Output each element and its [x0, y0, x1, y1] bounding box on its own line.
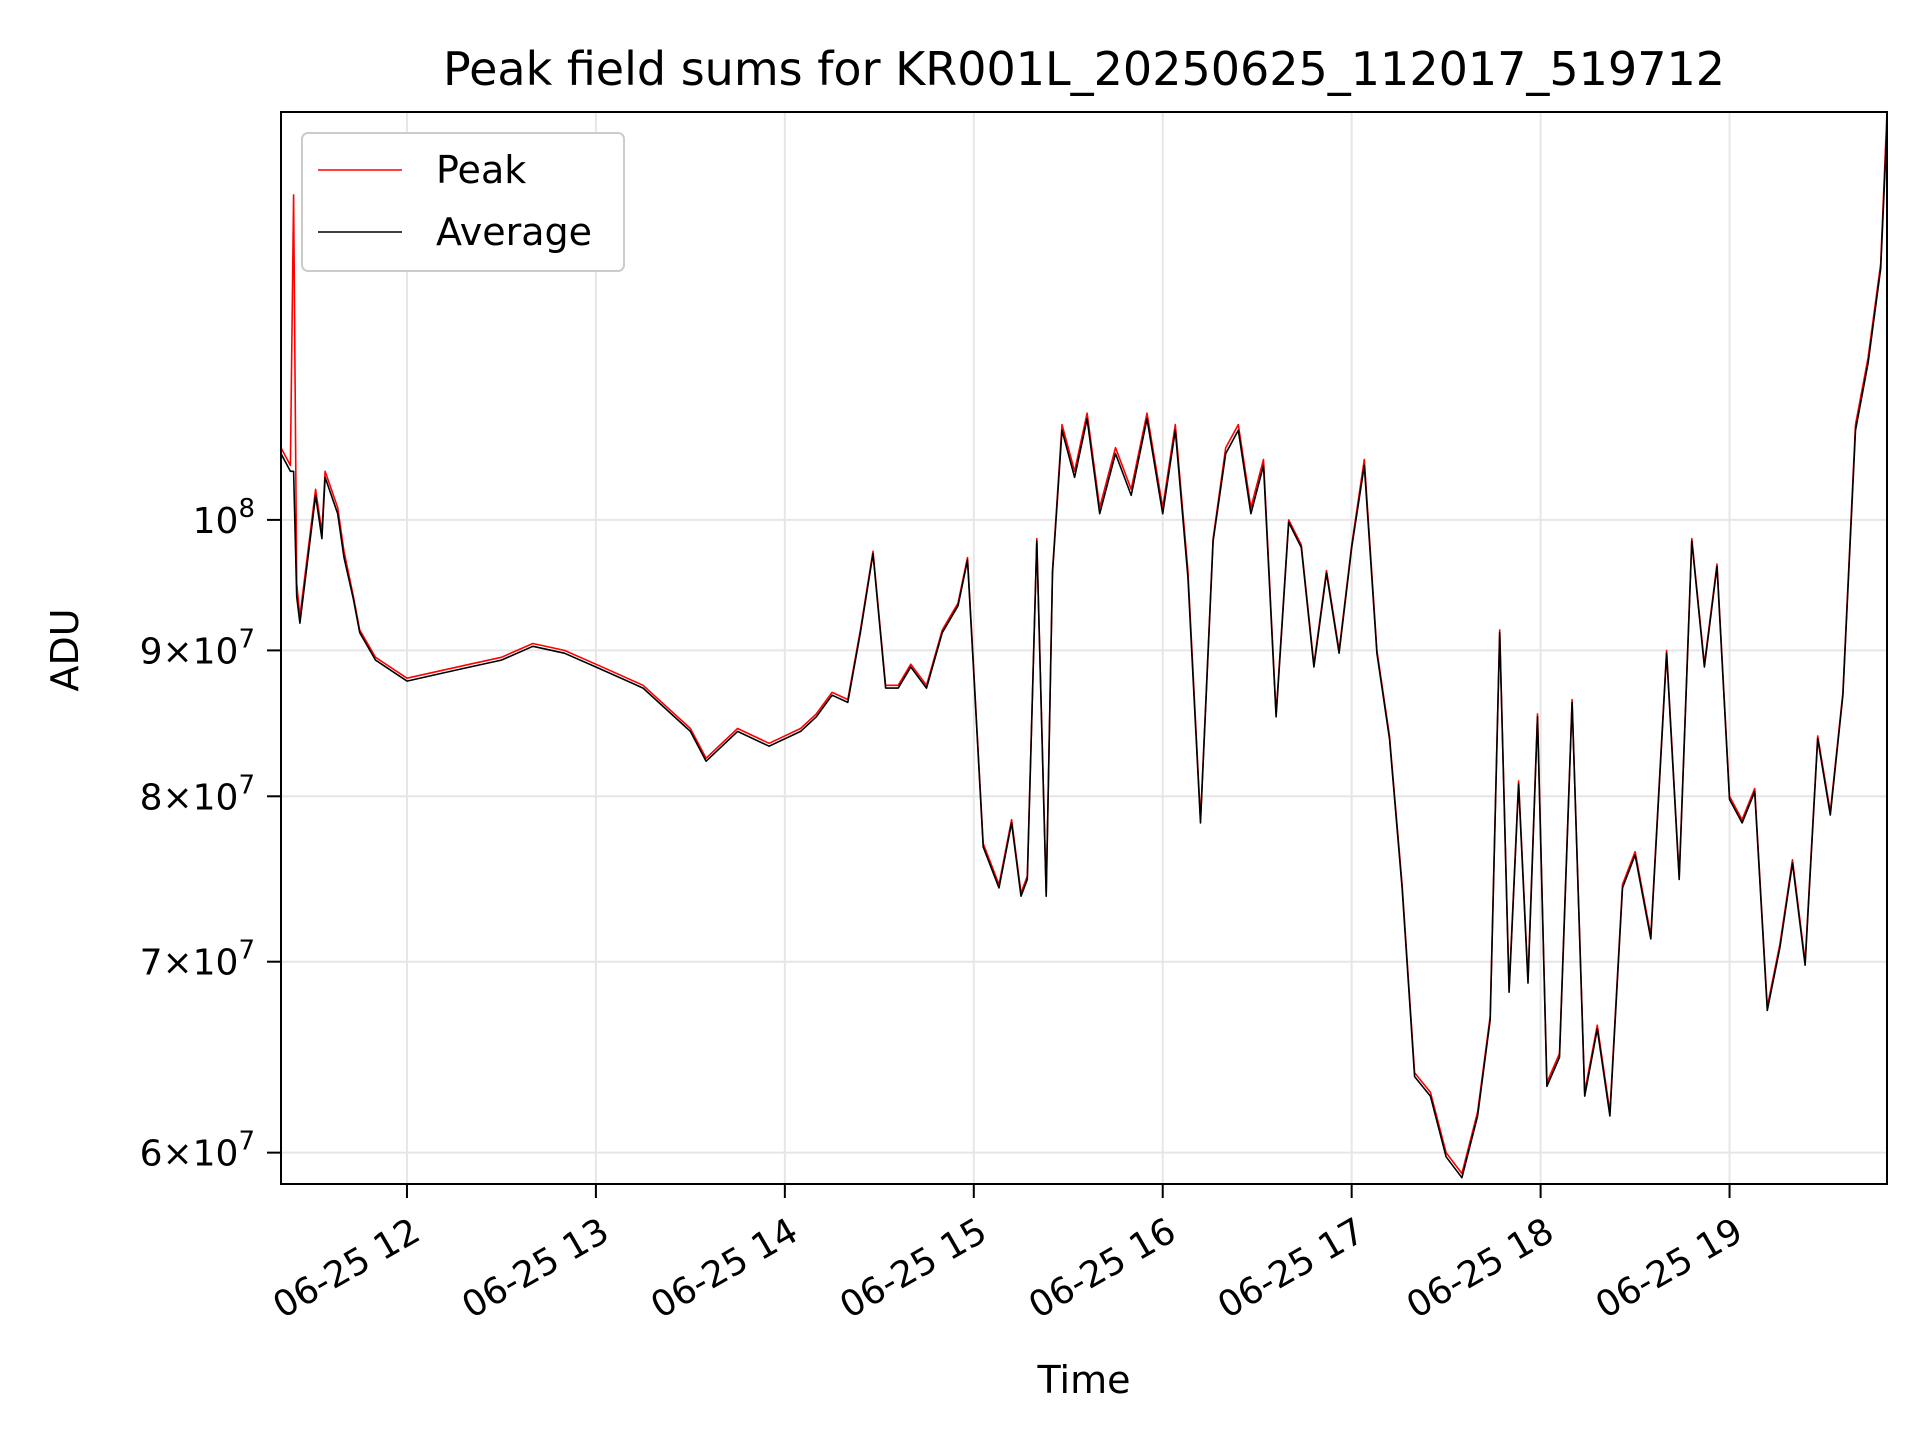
y-tick-exponent: 8	[238, 494, 255, 524]
y-tick-exponent: 7	[238, 624, 255, 654]
y-tick-label: 7×107	[140, 936, 255, 984]
legend: Peak Average	[301, 132, 625, 272]
legend-box	[301, 132, 625, 272]
y-axis-label: ADU	[43, 608, 87, 691]
legend-label-peak: Peak	[436, 148, 526, 192]
y-tick-exponent: 7	[238, 770, 255, 800]
series-line-average	[280, 125, 1888, 1179]
grid	[281, 112, 1887, 1184]
y-tick-label: 8×107	[140, 770, 255, 818]
series-layer	[280, 111, 1888, 1179]
y-tick-label: 6×107	[140, 1127, 255, 1175]
plot-frame	[280, 111, 1888, 1185]
chart-title: Peak field sums for KR001L_20250625_1120…	[443, 42, 1725, 96]
y-tick-exponent: 7	[238, 936, 255, 966]
legend-label-average: Average	[436, 210, 592, 254]
x-axis-label: Time	[1037, 1358, 1131, 1402]
y-tick-label: 9×107	[140, 624, 255, 672]
y-tick-exponent: 7	[238, 1127, 255, 1157]
